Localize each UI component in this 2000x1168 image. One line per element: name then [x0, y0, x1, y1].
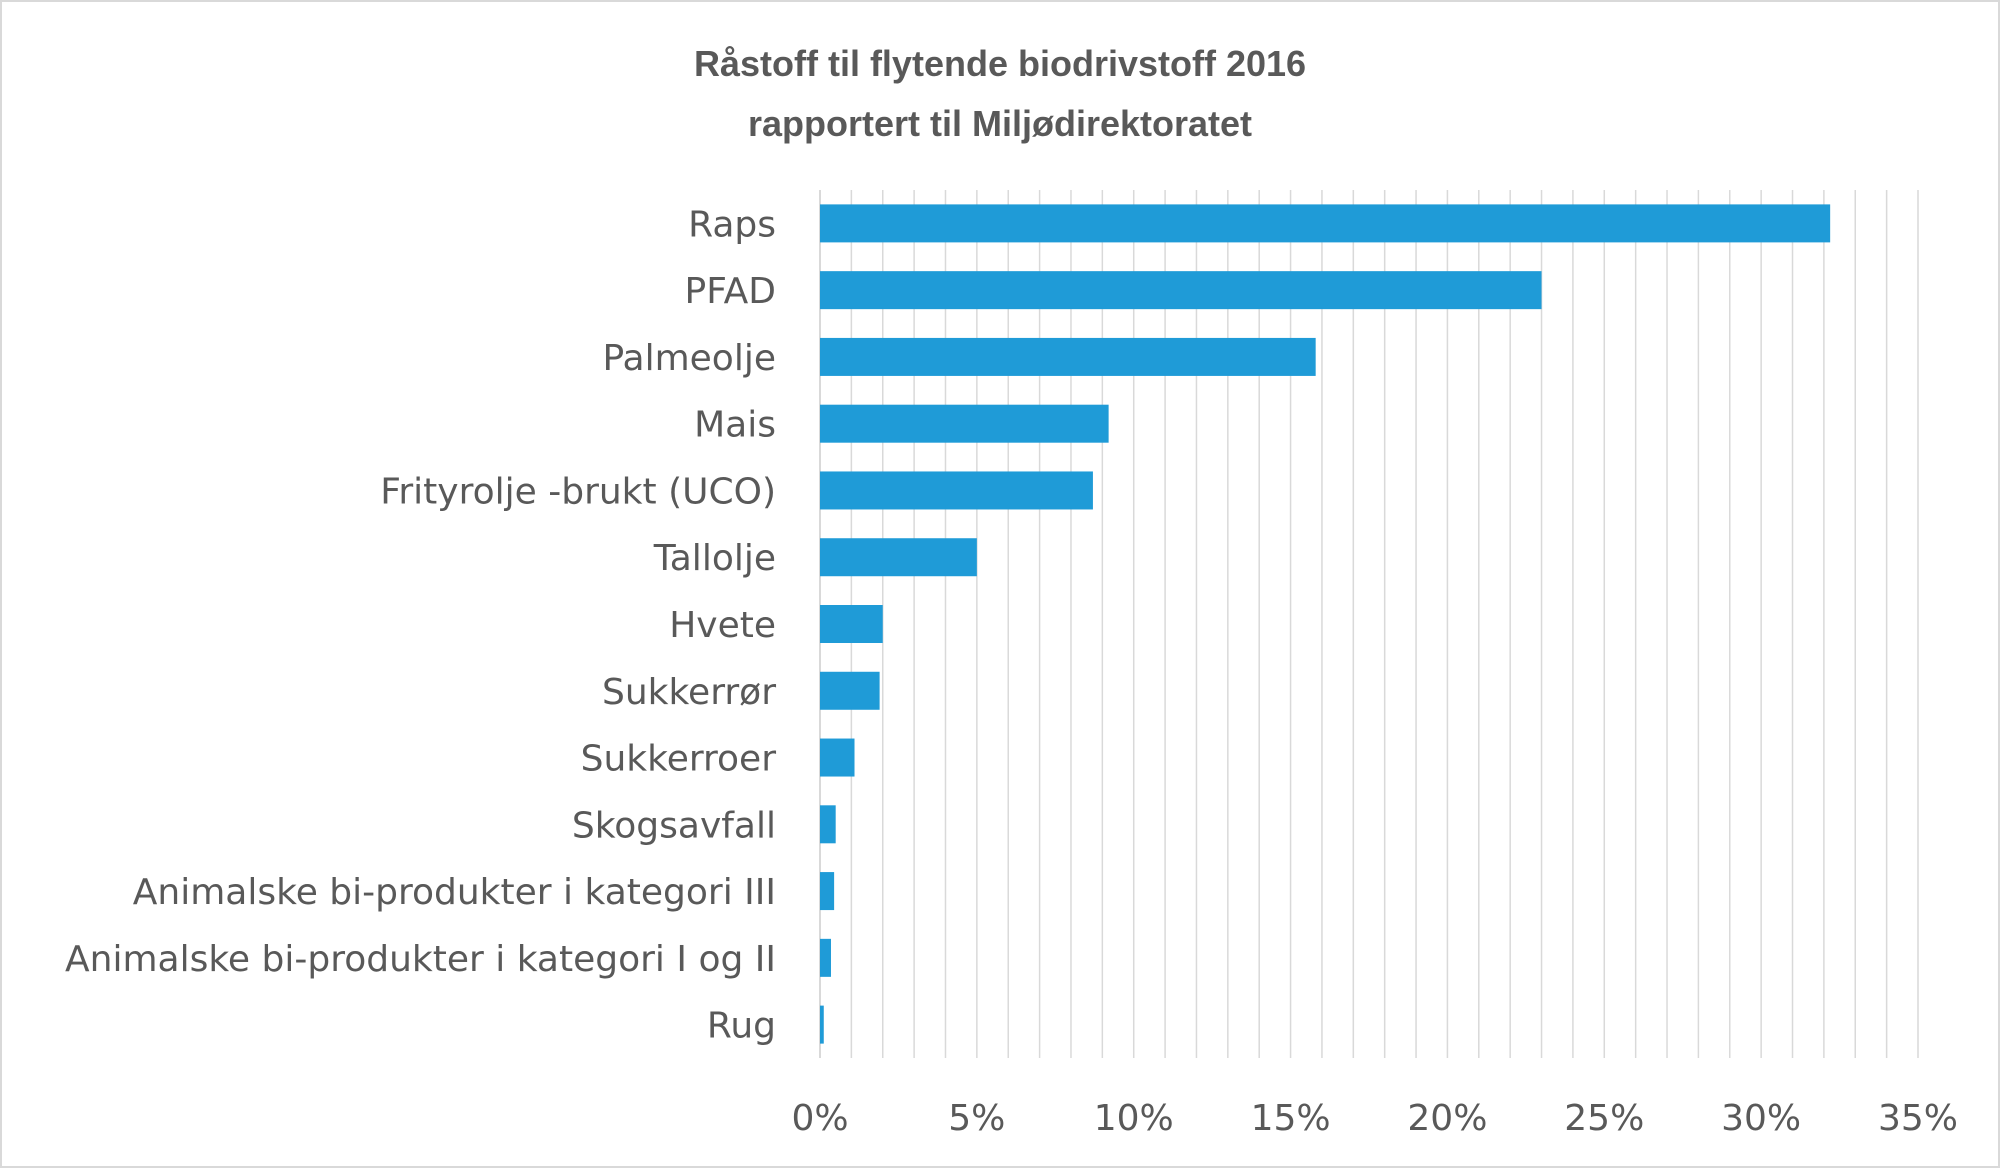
bar-raps: [820, 204, 1831, 243]
category-label: Mais: [694, 405, 776, 446]
category-label: Rug: [707, 1006, 776, 1047]
x-tick-label: 20%: [1407, 1098, 1487, 1139]
x-tick-label: 5%: [948, 1098, 1005, 1139]
category-label: Raps: [688, 204, 776, 245]
bar-sukkerroer: [820, 738, 855, 777]
bar-mais: [820, 404, 1109, 443]
chart-title-line-2: rapportert til Miljødirektoratet: [747, 103, 1253, 144]
x-tick-label: 30%: [1721, 1098, 1801, 1139]
bars: [820, 204, 1831, 1044]
bar-tallolje: [820, 538, 977, 577]
bar-sukkerrør: [820, 671, 880, 710]
category-label: Sukkerrør: [602, 672, 776, 713]
category-label: Skogsavfall: [572, 805, 776, 846]
bar-palmeolje: [820, 337, 1316, 376]
chart-title: Råstoff til flytende biodrivstoff 2016 r…: [0, 34, 2000, 154]
x-tick-labels: 0% 5% 10% 15% 20% 25% 30% 35%: [791, 1098, 1958, 1139]
category-label: Palmeolje: [602, 338, 776, 379]
bar-rug: [820, 1005, 824, 1044]
category-label: Sukkerroer: [581, 739, 777, 780]
category-label: Tallolje: [653, 538, 776, 579]
bar-animalske-bi-produkter-i-kategori-i-og-ii: [820, 938, 831, 977]
bar-animalske-bi-produkter-i-kategori-iii: [820, 872, 835, 911]
chart-title-line-1: Råstoff til flytende biodrivstoff 2016: [693, 43, 1307, 84]
x-tick-label: 10%: [1094, 1098, 1174, 1139]
category-label: PFAD: [685, 271, 776, 312]
x-tick-label: 35%: [1878, 1098, 1958, 1139]
category-labels: Raps PFAD Palmeolje Mais Frityrolje -brukt (…: [65, 204, 776, 1046]
bar-pfad: [820, 271, 1542, 310]
category-label: Animalske bi-produkter i kategori III: [133, 872, 776, 913]
category-label: Hvete: [669, 605, 776, 646]
category-label: Frityrolje -brukt (UCO): [380, 471, 776, 512]
x-tick-label: 15%: [1251, 1098, 1331, 1139]
gridlines: [819, 190, 1919, 1058]
x-tick-label: 25%: [1564, 1098, 1644, 1139]
bar-hvete: [820, 605, 883, 643]
category-label: Animalske bi-produkter i kategori I og I…: [65, 939, 776, 980]
bar-frityrolje-brukt-uco: [820, 471, 1093, 510]
x-tick-label: 0%: [791, 1098, 848, 1139]
bar-skogsavfall: [820, 805, 836, 844]
